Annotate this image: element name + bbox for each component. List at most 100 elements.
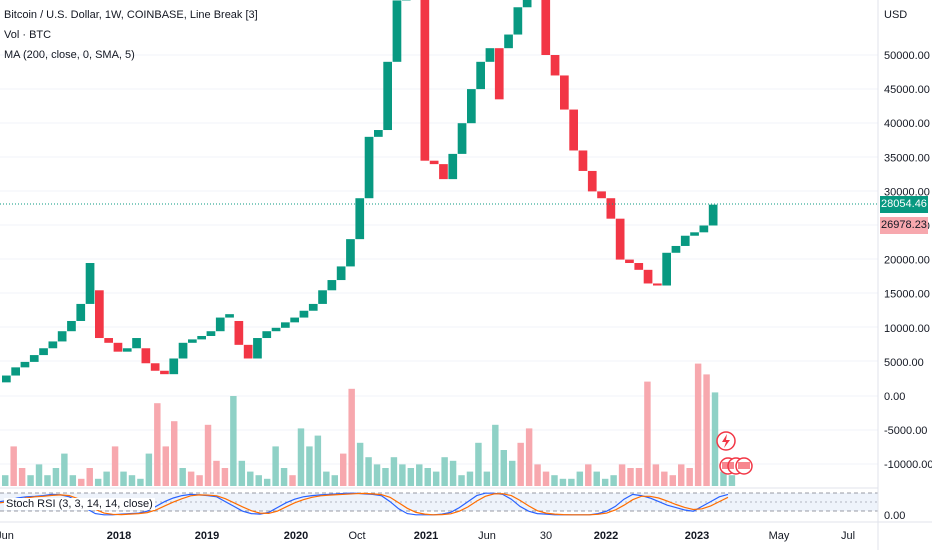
line-break-brick [699,225,709,233]
time-axis-tick: Oct [348,530,365,542]
price-axis-tick: 30000.00 [884,186,930,198]
line-break-brick [662,252,671,286]
volume-bar [120,471,127,486]
line-break-brick [308,303,318,311]
line-break-brick [346,239,355,267]
price-axis-tick: 15000.00 [884,289,930,301]
line-break-brick [513,7,523,35]
line-break-brick [439,164,448,180]
line-break-brick [76,303,86,321]
volume-bar [280,468,288,486]
line-break-brick [150,363,160,371]
event-icons[interactable] [716,431,753,475]
volume-bar [306,446,313,486]
volume-bar [365,457,372,486]
line-break-brick [141,348,151,364]
flag-stripes-icon [722,462,734,469]
prev-price-badge: 26978.23 [880,217,928,234]
time-axis-tick: Jun [478,530,496,542]
volume-bar [340,453,347,486]
line-break-brick [560,75,569,110]
line-break-brick [587,170,597,192]
line-break-brick [541,0,551,55]
line-break-brick [569,109,578,151]
volume-bar [2,475,9,486]
line-break-brick [122,348,132,352]
price-axis-unit: USD [884,9,907,21]
line-break-brick [318,290,327,304]
volume-bar [492,424,499,486]
line-break-brick [383,61,392,131]
volume-bar [551,475,558,486]
line-break-brick [550,55,560,76]
line-break-brick [197,335,206,340]
volume-bar [458,475,465,486]
line-break-brick [374,130,383,137]
volume-bar [137,478,144,486]
volume-bar [238,460,246,486]
line-break-brick [615,218,625,260]
line-break-brick [597,191,606,199]
volume-bar [568,478,575,486]
line-break-brick [578,150,588,171]
lightning-icon [722,434,730,448]
line-break-brick [234,320,244,345]
line-break-brick [39,348,48,356]
time-axis-tick: 2019 [195,530,219,542]
line-break-brick [485,48,495,62]
volume-bar [593,471,600,486]
legend-ma[interactable]: MA (200, close, 0, SMA, 5) [4,49,135,61]
volume-bar [416,464,423,486]
volume-bar [78,478,85,486]
flag-stripes-icon-2 [738,462,750,469]
volume-bar [449,460,457,486]
price-axis-tick: 35000.00 [884,152,930,164]
line-break-brick [11,367,20,376]
line-break-brick [643,269,653,284]
legend-volume[interactable]: Vol · BTC [4,29,52,41]
volume-bar [466,471,474,486]
volume-bar [331,475,338,486]
volume-bar [475,442,482,486]
volume-bar [230,396,237,486]
line-break-brick [653,283,662,286]
line-break-brick [271,327,281,332]
volume-bar [111,446,119,486]
line-break-brick [132,338,141,349]
volume-bar [585,464,592,486]
line-break-brick [708,204,718,226]
price-axis-tick: 10000.00 [884,323,930,335]
legend-stoch-rsi[interactable]: Stoch RSI (3, 3, 14, 14, close) [4,498,155,510]
volume-bar [525,428,533,486]
line-break-brick [392,0,402,62]
volume-bar [542,471,550,486]
volume-bar [289,475,296,486]
line-break-brick [48,341,58,349]
line-break-brick [504,34,513,49]
legend-symbol[interactable]: Bitcoin / U.S. Dollar, 1W, COINBASE, Lin… [4,9,258,21]
line-break-brick [364,136,374,199]
volume-bar [610,475,617,486]
line-break-brick [85,263,95,304]
line-break-brick [95,290,104,339]
stoch-d-line [0,492,729,516]
price-axis-tick: -10000.00 [884,459,932,471]
line-break-brick [634,263,644,270]
price-axis-tick: 20000.00 [884,255,930,267]
volume-bar [509,460,516,486]
volume-bar [86,468,93,486]
volume-bar [703,374,710,486]
volume-bar [263,478,271,486]
volume-bar [247,471,254,486]
volume-bar [171,421,178,486]
price-axis[interactable]: USD 50000.00 45000.00 40000.00 35000.00 30000… [877,0,932,550]
volume-bar [103,471,110,486]
line-break-brick [327,280,337,291]
volume-bar [652,464,660,486]
time-axis[interactable]: Jun 2018 2019 2020 Oct 2021 Jun 30 2022 2023 May Ju… [0,521,932,542]
line-break-brick [29,355,39,362]
price-axis-tick: 40000.00 [884,118,930,130]
line-break-brick [178,342,188,359]
price-axis-tick: 5000.00 [884,357,924,369]
